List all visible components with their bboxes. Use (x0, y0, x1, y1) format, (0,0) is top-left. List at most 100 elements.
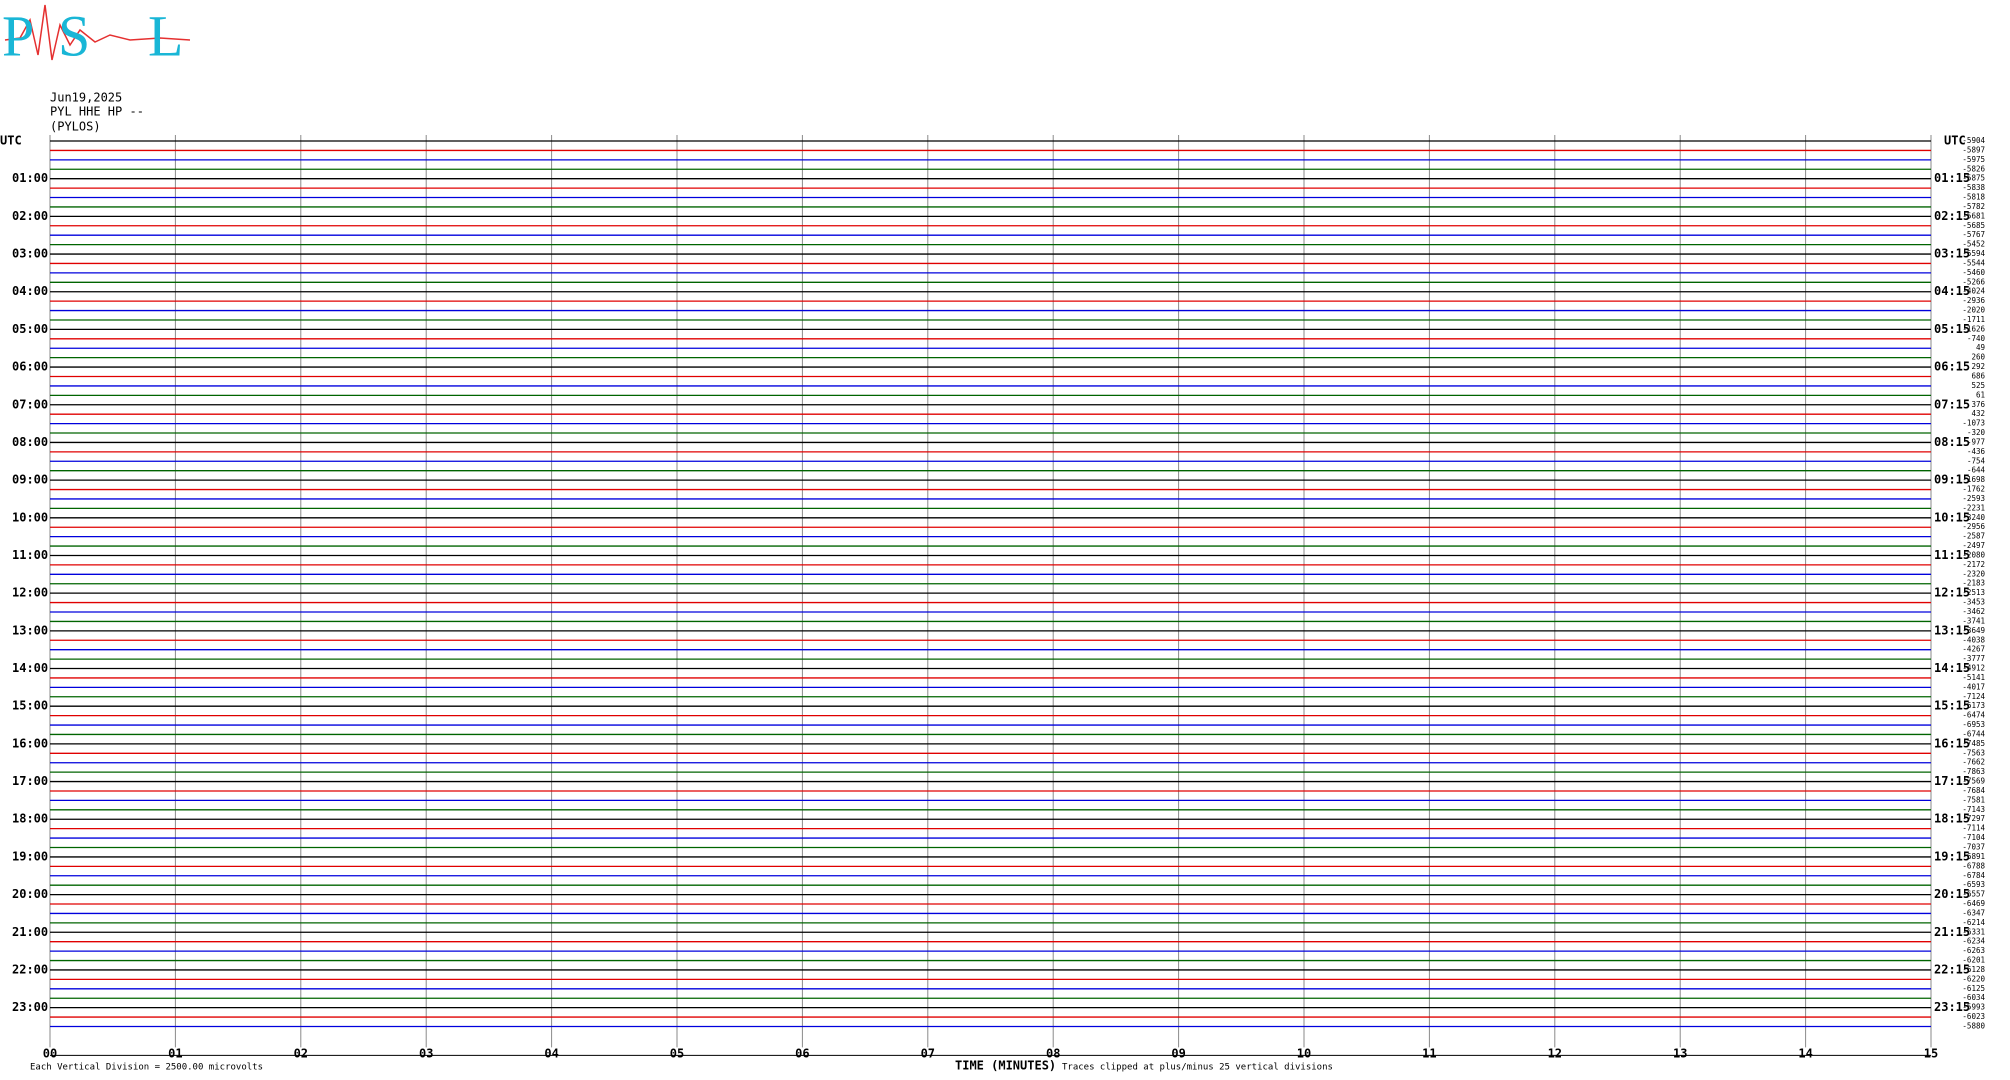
hour-label: 17:00 (12, 774, 48, 788)
minute-label: 02 (294, 1047, 308, 1061)
offset-label: -3453 (1962, 598, 1985, 607)
right-hour-label: 16:15 (1934, 736, 1970, 750)
offset-label: -7143 (1962, 805, 1985, 814)
offset-label: -7124 (1962, 692, 1985, 701)
minute-label: 11 (1422, 1047, 1436, 1061)
offset-label: 49 (1976, 343, 1985, 352)
offset-label: -644 (1967, 466, 1986, 475)
utc-left: UTC (0, 134, 22, 148)
offset-label: -6331 (1962, 927, 1985, 936)
logo-wave (4, 4, 191, 61)
right-hour-label: 12:15 (1934, 586, 1970, 600)
right-hour-label: 05:15 (1934, 322, 1970, 336)
offset-label: 292 (1971, 362, 1985, 371)
hour-label: 16:00 (12, 736, 48, 750)
axis-title: TIME (MINUTES) (955, 1059, 1056, 1073)
minute-label: 04 (544, 1047, 558, 1061)
offset-label: -2231 (1962, 503, 1985, 512)
offset-label: -5594 (1962, 249, 1985, 258)
hour-label: 02:00 (12, 209, 48, 223)
offset-label: -4017 (1962, 682, 1985, 691)
offset-label: -4038 (1962, 635, 1985, 644)
offset-label: -7863 (1962, 767, 1985, 776)
right-hour-label: 19:15 (1934, 849, 1970, 863)
offset-label: -6034 (1962, 993, 1985, 1002)
offset-label: -5880 (1962, 1021, 1985, 1030)
offset-label: -5767 (1962, 230, 1985, 239)
offset-label: -6263 (1962, 946, 1985, 955)
hour-label: 12:00 (12, 586, 48, 600)
offset-label: -2183 (1962, 579, 1985, 588)
offset-label: -7104 (1962, 833, 1985, 842)
minute-label: 08 (1046, 1047, 1060, 1061)
offset-label: -6125 (1962, 984, 1985, 993)
offset-label: -6128 (1962, 965, 1985, 974)
right-hour-label: 01:15 (1934, 171, 1970, 185)
right-hour-label: 10:15 (1934, 510, 1970, 524)
hour-label: 09:00 (12, 473, 48, 487)
hour-label: 22:00 (12, 962, 48, 976)
offset-label: -6347 (1962, 908, 1985, 917)
minute-label: 07 (921, 1047, 935, 1061)
offset-label: -3649 (1962, 626, 1985, 635)
minute-label: 01 (168, 1047, 182, 1061)
hour-label: 03:00 (12, 247, 48, 261)
offset-label: -6953 (1962, 720, 1985, 729)
offset-label: -6220 (1962, 974, 1985, 983)
offset-label: -6474 (1962, 711, 1985, 720)
offset-label: -5993 (1962, 1003, 1985, 1012)
logo-letter: P (2, 3, 34, 68)
offset-label: -6784 (1962, 871, 1985, 880)
offset-label: -2172 (1962, 560, 1985, 569)
hour-label: 10:00 (12, 510, 48, 524)
hour-label: 20:00 (12, 887, 48, 901)
offset-label: -1626 (1962, 324, 1985, 333)
logo-letter: L (148, 3, 183, 68)
right-hour-label: 23:15 (1934, 1000, 1970, 1014)
hour-label: 06:00 (12, 360, 48, 374)
offset-label: -436 (1967, 447, 1986, 456)
hour-label: 07:00 (12, 397, 48, 411)
clip-note: Traces clipped at plus/minus 25 vertical… (1062, 1063, 1333, 1073)
offset-label: -6234 (1962, 937, 1985, 946)
offset-label: -3240 (1962, 513, 1985, 522)
offset-label: -5904 (1962, 136, 1985, 145)
offset-label: -2513 (1962, 588, 1985, 597)
right-hour-label: 20:15 (1934, 887, 1970, 901)
offset-label: -7297 (1962, 814, 1985, 823)
minute-label: 14 (1798, 1047, 1812, 1061)
offset-label: -4267 (1962, 645, 1985, 654)
offset-label: -5141 (1962, 673, 1985, 682)
offset-label: -1762 (1962, 485, 1985, 494)
hour-label: 18:00 (12, 812, 48, 826)
right-hour-label: 17:15 (1934, 774, 1970, 788)
offset-label: -7563 (1962, 748, 1985, 757)
hour-label: 23:00 (12, 1000, 48, 1014)
minute-label: 12 (1548, 1047, 1562, 1061)
minute-label: 09 (1171, 1047, 1185, 1061)
right-hour-label: 04:15 (1934, 284, 1970, 298)
right-hour-label: 11:15 (1934, 548, 1970, 562)
plot: 00 01 02 03 04 05 06 07 08 09 10 11 12 13 14 15-5904-58… (0, 134, 1985, 1061)
offset-label: -7581 (1962, 795, 1985, 804)
offset-label: -7662 (1962, 758, 1985, 767)
offset-label: -5875 (1962, 174, 1985, 183)
offset-label: -5897 (1962, 145, 1985, 154)
offset-label: -4024 (1962, 287, 1985, 296)
minute-label: 13 (1673, 1047, 1687, 1061)
scale-note: Each Vertical Division = 2500.00 microvo… (30, 1063, 263, 1073)
offset-label: -6593 (1962, 880, 1985, 889)
offset-label: -1698 (1962, 475, 1985, 484)
offset-label: -5460 (1962, 268, 1985, 277)
minute-label: 03 (419, 1047, 433, 1061)
date: Jun19,2025 (50, 91, 122, 105)
hour-label: 01:00 (12, 171, 48, 185)
right-hour-label: 18:15 (1934, 812, 1970, 826)
offset-label: -1711 (1962, 315, 1985, 324)
minute-label: 15 (1924, 1047, 1938, 1061)
offset-label: -6557 (1962, 890, 1985, 899)
offset-label: -2497 (1962, 541, 1985, 550)
offset-label: -2320 (1962, 569, 1985, 578)
